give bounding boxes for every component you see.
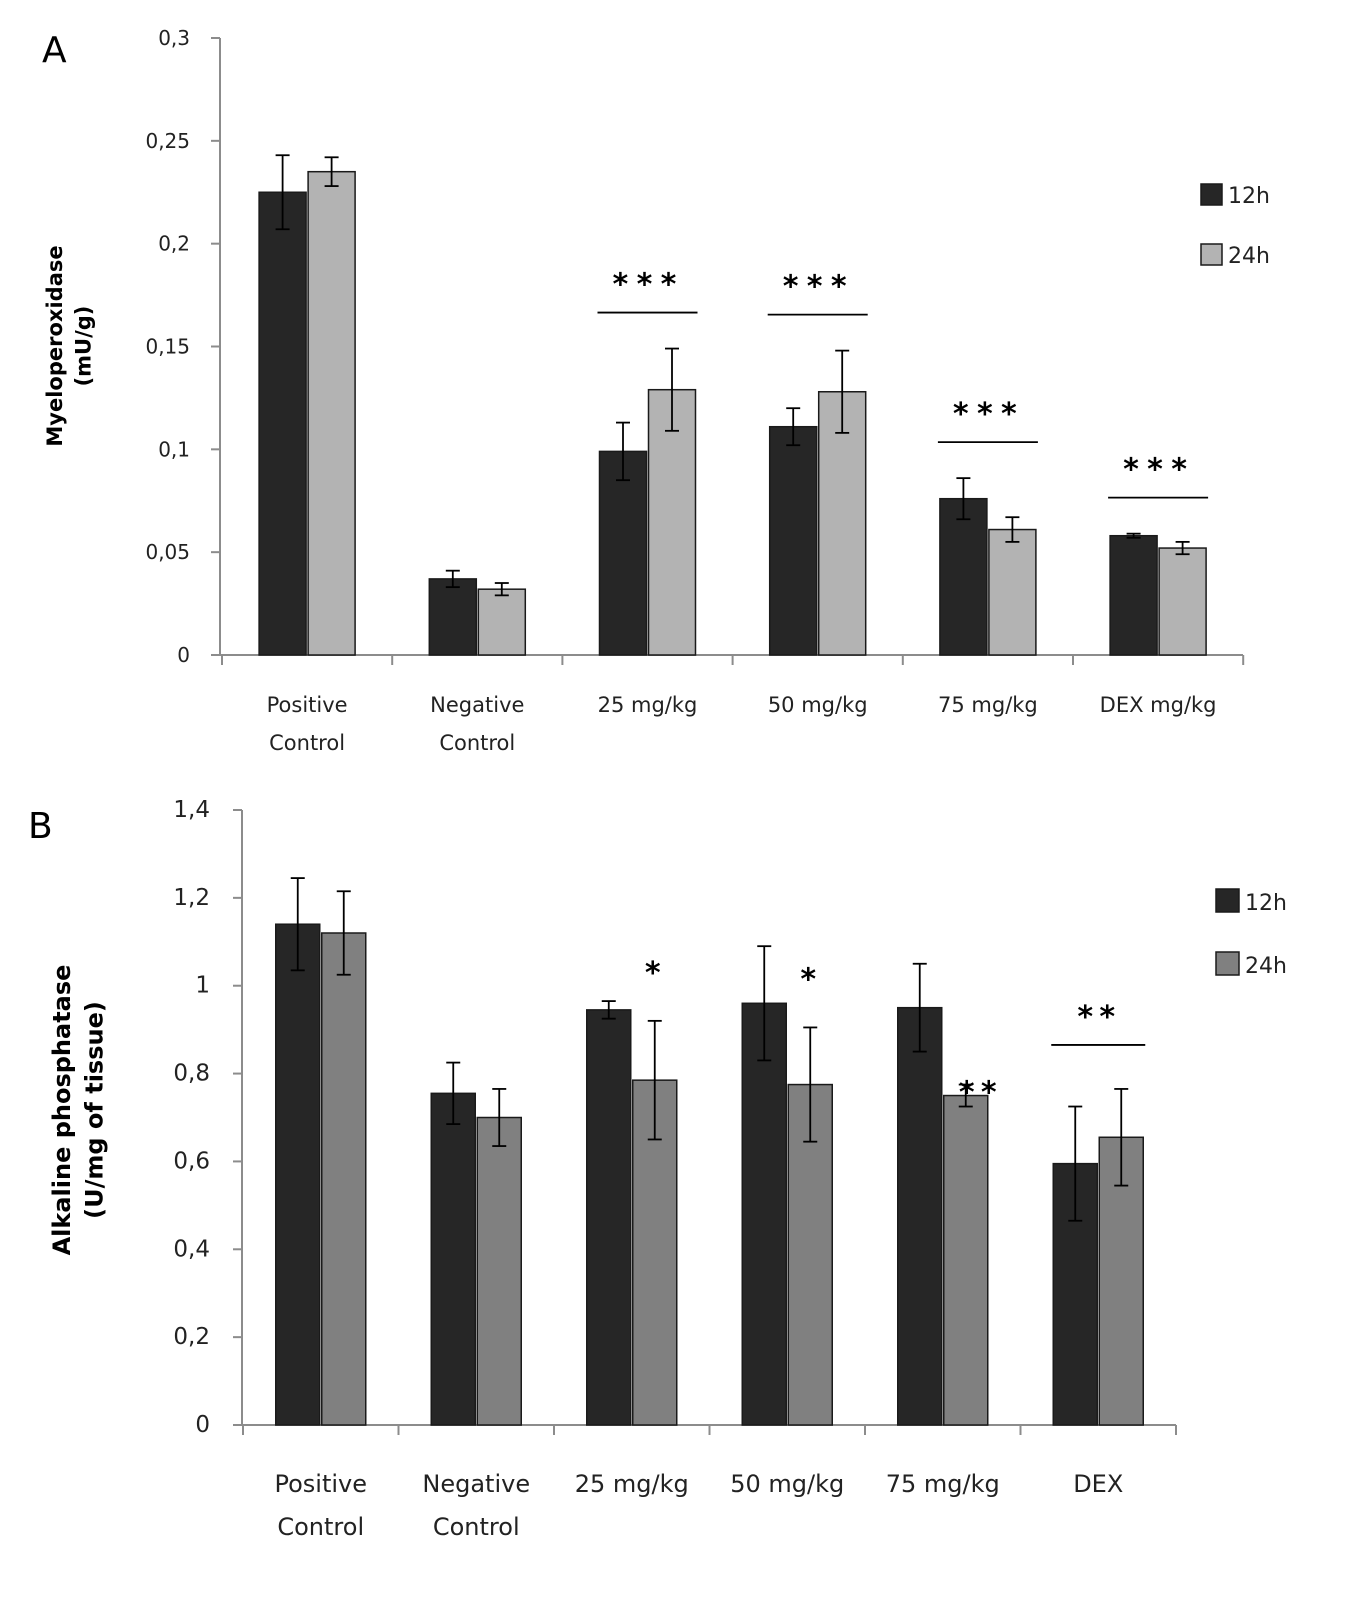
bar-24h-2 — [647, 388, 697, 656]
panel-letter-a: A — [42, 30, 67, 71]
y-axis-label-line2: (mU/g) — [71, 306, 95, 387]
x-category-label: 25 mg/kg — [598, 693, 698, 717]
bar-12h-4 — [939, 497, 988, 656]
x-category-label: Positive — [274, 1470, 367, 1498]
y-tick-label: 1 — [195, 973, 210, 999]
bar-12h-4 — [897, 1006, 943, 1426]
legend-swatch-12h — [1215, 888, 1240, 913]
bar-24h-0 — [307, 170, 356, 656]
x-category-label: DEX — [1073, 1470, 1123, 1498]
significance-marker: * — [644, 956, 666, 991]
x-category-label: Positive — [267, 693, 348, 717]
y-tick-label: 0,05 — [145, 540, 190, 564]
y-tick-label: 0 — [177, 643, 190, 667]
legend-swatch-12h — [1200, 183, 1223, 206]
y-tick-label: 0,2 — [173, 1324, 210, 1350]
bar-24h-1 — [477, 588, 527, 656]
significance-marker: *** — [1122, 453, 1194, 488]
legend-label-12h: 12h — [1245, 891, 1287, 916]
bar-12h-1 — [430, 1092, 476, 1426]
y-tick-label: 1,4 — [173, 797, 210, 823]
bar-24h-4 — [988, 528, 1037, 656]
bar-12h-2 — [586, 1009, 632, 1426]
bar-24h-4 — [943, 1094, 989, 1426]
bar-12h-3 — [741, 1002, 787, 1426]
y-tick-label: 0,2 — [158, 232, 190, 256]
bar-24h-5 — [1158, 547, 1207, 656]
bar-24h-0 — [321, 932, 367, 1426]
x-category-label: 50 mg/kg — [768, 693, 868, 717]
y-tick-label: 0,3 — [158, 26, 190, 50]
bar-12h-2 — [598, 450, 648, 656]
y-tick-label: 0,15 — [145, 335, 190, 359]
x-category-label: 50 mg/kg — [730, 1470, 844, 1498]
bar-24h-1 — [476, 1116, 522, 1426]
x-category-label: Negative — [430, 693, 524, 717]
legend-swatch-24h — [1200, 243, 1223, 266]
y-tick-label: 0,4 — [173, 1236, 210, 1262]
x-category-label: 75 mg/kg — [886, 1470, 1000, 1498]
significance-marker: ** — [958, 1076, 1002, 1111]
y-axis-label-line1: Alkaline phosphatase — [48, 965, 76, 1256]
y-tick-label: 0 — [195, 1412, 210, 1438]
y-tick-label: 0,8 — [173, 1061, 210, 1087]
bar-12h-5 — [1109, 534, 1158, 656]
legend-swatch-24h — [1215, 951, 1240, 976]
y-axis-label: Myeloperoxidase (mU/g) — [43, 245, 95, 446]
panel-letter-b: B — [28, 806, 53, 847]
x-category-label: Control — [439, 731, 515, 755]
legend-label-24h: 24h — [1228, 244, 1270, 269]
significance-marker: ** — [1076, 1000, 1120, 1035]
y-tick-label: 0,6 — [173, 1148, 210, 1174]
x-category-label: Negative — [422, 1470, 530, 1498]
significance-marker: * — [799, 962, 821, 997]
x-category-label: Control — [277, 1513, 364, 1541]
x-category-label: 75 mg/kg — [938, 693, 1038, 717]
y-axis-label-line1: Myeloperoxidase — [43, 245, 67, 446]
panel-a-chart: A 0 0,05 0,1 0,15 0,2 0,25 0,3 Myeloperoxidase (m… — [42, 26, 1270, 755]
y-tick-label: 1,2 — [173, 885, 210, 911]
x-category-label: Control — [269, 731, 345, 755]
legend-label-24h: 24h — [1245, 954, 1287, 979]
panel-b-chart: B 0 0,2 0,4 0,6 0,8 1 1,2 1,4 Alkaline phosphatas… — [28, 797, 1287, 1541]
bar-12h-1 — [428, 578, 478, 656]
bar-12h-0 — [258, 191, 307, 656]
significance-marker: *** — [952, 397, 1024, 432]
bar-12h-0 — [275, 923, 321, 1426]
y-axis-label: Alkaline phosphatase (U/mg of tissue) — [48, 965, 108, 1256]
y-tick-label: 0,25 — [145, 129, 190, 153]
bar-12h-3 — [768, 425, 818, 656]
x-category-label: 25 mg/kg — [575, 1470, 689, 1498]
x-category-label: DEX mg/kg — [1100, 693, 1217, 717]
y-axis-label-line2: (U/mg of tissue) — [80, 1001, 108, 1219]
x-category-label: Control — [433, 1513, 520, 1541]
legend-label-12h: 12h — [1228, 184, 1270, 209]
significance-marker: *** — [611, 268, 683, 303]
y-tick-label: 0,1 — [158, 437, 190, 461]
significance-marker: *** — [782, 270, 854, 305]
